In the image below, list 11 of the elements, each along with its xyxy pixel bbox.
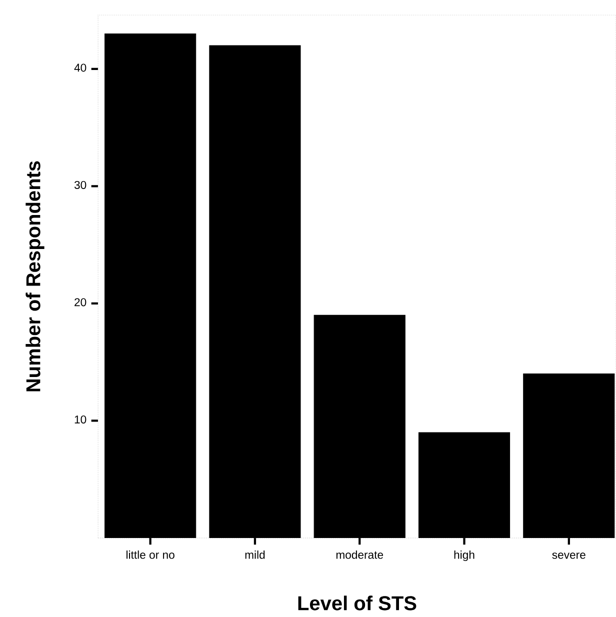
- y-tick-label: 40: [74, 64, 86, 72]
- x-tick-label: moderate: [336, 550, 384, 559]
- x-axis-title: Level of STS: [298, 596, 416, 610]
- y-tick-label: 30: [74, 180, 86, 189]
- x-tick-label: high: [454, 550, 474, 562]
- x-tick-label: little or no: [126, 550, 174, 559]
- y-tick-label: 10: [74, 415, 86, 424]
- y-axis-title: Number of Respondents: [26, 161, 44, 392]
- x-tick-label: severe: [552, 552, 586, 559]
- y-tick-label: 20: [74, 298, 86, 306]
- x-tick-label: mild: [245, 550, 265, 559]
